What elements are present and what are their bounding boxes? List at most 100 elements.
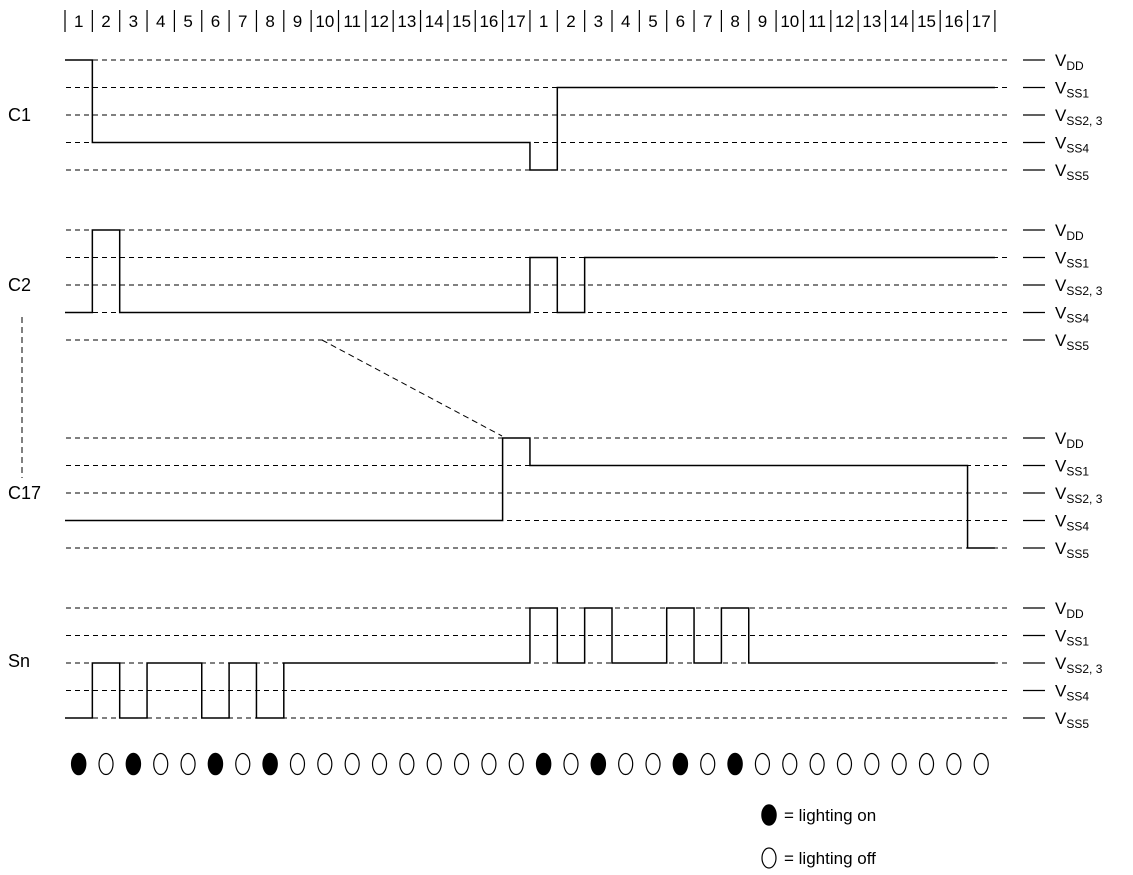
- lighting-off-indicator: [317, 752, 333, 776]
- lighting-off-indicator: [399, 752, 415, 776]
- slot-number: 6: [676, 12, 685, 31]
- voltage-level-label: VSS1: [1055, 627, 1089, 649]
- slot-number: 2: [101, 12, 110, 31]
- lighting-off-indicator: [973, 752, 989, 776]
- voltage-level-label: VSS5: [1055, 539, 1089, 561]
- waveform-label-sn: Sn: [8, 651, 30, 671]
- lighting-off-indicator: [481, 752, 497, 776]
- lighting-off-indicator: [344, 752, 360, 776]
- slot-number: 11: [343, 12, 361, 31]
- lighting-on-indicator: [262, 752, 278, 776]
- lighting-on-indicator: [207, 752, 224, 776]
- lighting-on-legend-label: = lighting on: [784, 806, 876, 825]
- slot-number: 3: [129, 12, 138, 31]
- slot-number: 5: [648, 12, 657, 31]
- waveform-panel-sn: VDD VSS1 VSS2, 3 VSS4 VSS5 Sn: [8, 599, 1103, 731]
- lighting-off-indicator: [563, 752, 579, 776]
- lighting-off-indicator: [371, 752, 388, 776]
- lighting-off-indicator: [809, 752, 825, 776]
- lighting-off-indicator: [918, 752, 935, 776]
- voltage-level-label: VSS1: [1055, 249, 1089, 271]
- lighting-off-indicator: [700, 752, 716, 776]
- voltage-level-label: VSS2, 3: [1055, 654, 1103, 676]
- slot-number: 9: [758, 12, 767, 31]
- waveform-panels: VDD VSS1 VSS2, 3 VSS4 VSS5 C1 VDD VSS1 VSS2, 3 VS…: [8, 51, 1103, 731]
- voltage-level-label: VDD: [1055, 51, 1084, 73]
- voltage-level-label: VSS5: [1055, 331, 1089, 353]
- lighting-off-indicator: [782, 752, 798, 776]
- voltage-level-label: VSS4: [1055, 304, 1089, 326]
- lighting-off-indicator: [836, 752, 853, 776]
- lighting-off-indicator: [645, 752, 661, 776]
- lighting-on-indicator: [672, 752, 689, 776]
- voltage-level-label: VSS5: [1055, 161, 1089, 183]
- legend: = lighting on = lighting off: [761, 804, 876, 869]
- voltage-level-label: VSS4: [1055, 682, 1089, 704]
- slot-number: 4: [156, 12, 165, 31]
- lighting-off-indicator: [891, 752, 907, 776]
- waveform-trace: [65, 437, 995, 549]
- waveform-panel-c1: VDD VSS1 VSS2, 3 VSS4 VSS5 C1: [8, 51, 1103, 183]
- lighting-indicator-row: [70, 752, 989, 776]
- lighting-on-indicator: [125, 752, 142, 776]
- lighting-off-indicator: [453, 752, 470, 776]
- lighting-off-indicator: [289, 752, 306, 776]
- voltage-level-label: VSS1: [1055, 79, 1089, 101]
- slot-number: 10: [780, 12, 799, 31]
- waveform-panel-c2: VDD VSS1 VSS2, 3 VSS4 VSS5 C2: [8, 221, 1103, 353]
- slot-number: 1: [539, 12, 548, 31]
- voltage-level-label: VDD: [1055, 429, 1084, 451]
- lighting-off-indicator: [618, 752, 634, 776]
- slot-number: 2: [566, 12, 575, 31]
- slot-number: 8: [265, 12, 274, 31]
- slot-number: 14: [890, 12, 909, 31]
- waveform-label-c1: C1: [8, 105, 31, 125]
- voltage-level-label: VSS5: [1055, 709, 1089, 731]
- lighting-off-indicator: [98, 752, 114, 776]
- slot-number-header: 1 2 3 4 5 6 7 8 9 10 11 12 13 14 15 16 17 1 2 3 4 5 6 7 8 9 10 11 12…: [64, 10, 996, 32]
- lighting-on-indicator: [535, 752, 552, 776]
- lighting-off-indicator: [864, 752, 880, 776]
- slot-number: 15: [452, 12, 471, 31]
- lighting-off-legend-icon: [761, 847, 777, 869]
- waveform-trace: [65, 607, 995, 719]
- waveform-trace: [65, 229, 995, 314]
- slot-number: 8: [730, 12, 739, 31]
- lighting-off-indicator: [180, 752, 196, 776]
- voltage-level-label: VSS4: [1055, 512, 1089, 534]
- diagonal-ellipsis-line: [321, 339, 503, 437]
- slot-number: 17: [507, 12, 526, 31]
- lighting-off-indicator: [235, 752, 251, 776]
- slot-number: 16: [944, 12, 963, 31]
- voltage-level-label: VSS2, 3: [1055, 106, 1103, 128]
- lighting-on-indicator: [70, 752, 87, 776]
- slot-number: 10: [315, 12, 334, 31]
- voltage-level-label: VDD: [1055, 599, 1084, 621]
- ellipsis-connectors: [21, 317, 503, 478]
- slot-number: 12: [370, 12, 389, 31]
- lighting-off-legend-label: = lighting off: [784, 849, 876, 868]
- slot-number: 7: [703, 12, 712, 31]
- lighting-on-legend-icon: [761, 804, 777, 826]
- slot-number: 12: [835, 12, 854, 31]
- waveform-label-c17: C17: [8, 483, 41, 503]
- slot-number: 6: [211, 12, 220, 31]
- slot-number: 17: [972, 12, 991, 31]
- lighting-on-indicator: [727, 752, 743, 776]
- lighting-off-indicator: [508, 752, 524, 776]
- voltage-level-label: VSS2, 3: [1055, 276, 1103, 298]
- slot-number: 1: [74, 12, 83, 31]
- slot-number: 3: [594, 12, 603, 31]
- slot-number: 4: [621, 12, 630, 31]
- slot-number: 15: [917, 12, 936, 31]
- slot-number: 11: [808, 12, 826, 31]
- lighting-off-indicator: [426, 752, 442, 776]
- lighting-off-indicator: [153, 752, 169, 776]
- lighting-on-indicator: [590, 752, 607, 776]
- voltage-level-label: VSS4: [1055, 134, 1089, 156]
- voltage-level-label: VSS2, 3: [1055, 484, 1103, 506]
- slot-number: 5: [183, 12, 192, 31]
- lighting-off-indicator: [946, 752, 962, 776]
- voltage-level-label: VDD: [1055, 221, 1084, 243]
